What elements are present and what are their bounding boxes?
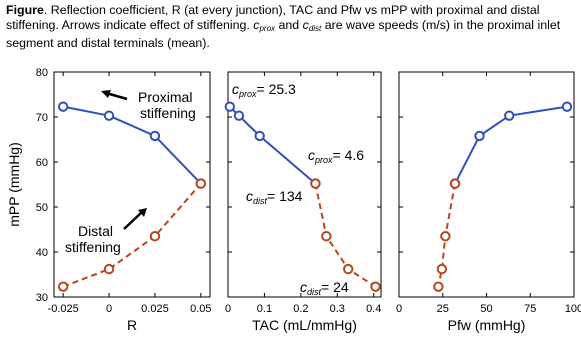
wave-speed-annotation: cprox= 4.6 xyxy=(308,147,364,165)
wave-speed-subscript: prox xyxy=(314,155,333,165)
x-axis-label: Pfw (mmHg) xyxy=(448,317,526,333)
caption-c1: c xyxy=(253,18,260,32)
proximal-point xyxy=(233,110,245,121)
proximal-point xyxy=(504,110,515,121)
x-tick-label: 75 xyxy=(524,303,536,315)
proximal-point xyxy=(57,101,69,112)
proximal-point xyxy=(561,101,573,112)
x-tick-label: 0.1 xyxy=(257,303,272,315)
figure-caption: Figure. Reflection coefficient, R (at ev… xyxy=(6,3,576,51)
proximal-stiffening-line xyxy=(454,105,568,185)
x-tick-label: 0 xyxy=(225,303,231,315)
distal-point xyxy=(149,231,161,242)
wave-speed-subscript: dist xyxy=(253,196,268,206)
wave-speed-symbol: c xyxy=(308,147,315,163)
x-tick-label: -0.025 xyxy=(48,303,79,315)
distal-point xyxy=(343,263,354,275)
proximal-point xyxy=(149,130,161,142)
x-axis-label: R xyxy=(127,317,137,333)
distal-stiffening-line xyxy=(437,183,456,287)
proximal-arrow-head xyxy=(101,90,111,98)
distal-annotation-line1: Distal xyxy=(78,223,113,239)
caption-part1: . Reflection coefficient, R (at every ju… xyxy=(6,3,540,32)
proximal-stiffening-line xyxy=(229,105,317,185)
panel-3: 0 25 50 75 100 Pfw (mmHg) xyxy=(396,71,581,333)
axes-frame xyxy=(53,71,211,298)
axes-frame xyxy=(398,71,575,298)
x-tick-label: 0.4 xyxy=(366,303,381,315)
distal-point xyxy=(195,178,207,189)
distal-stiffening-line xyxy=(62,182,202,288)
proximal-stiffening-line xyxy=(62,105,202,185)
y-tick-label: 50 xyxy=(36,202,48,214)
y-tick-label: 40 xyxy=(36,247,48,259)
caption-bold: Figure xyxy=(6,3,44,17)
distal-arrow-shaft xyxy=(123,211,143,230)
proximal-annotation-line1: Proximal xyxy=(138,89,192,105)
wave-speed-value: = 134 xyxy=(267,188,303,204)
distal-point xyxy=(449,178,461,189)
wave-speed-value: = 25.3 xyxy=(257,81,297,97)
x-tick-label: 0.05 xyxy=(190,303,211,315)
caption-and: and xyxy=(275,18,303,32)
axes-frame xyxy=(227,71,382,298)
proximal-point xyxy=(103,110,115,121)
wave-speed-annotation: cprox= 25.3 xyxy=(232,81,296,99)
distal-point xyxy=(321,231,332,242)
y-tick-label: 30 xyxy=(36,292,48,304)
x-axis-label: TAC (mL/mmHg) xyxy=(252,317,357,333)
proximal-annotation-line2: stiffening xyxy=(140,105,196,121)
x-tick-label: 50 xyxy=(480,303,492,315)
proximal-point xyxy=(224,101,236,112)
distal-point xyxy=(310,178,321,189)
caption-c2-sub: dist xyxy=(308,24,322,33)
distal-point xyxy=(103,263,115,275)
proximal-point xyxy=(474,130,485,142)
distal-point xyxy=(440,231,451,242)
wave-speed-annotation: cdist= 24 xyxy=(300,279,349,297)
y-tick-label: 70 xyxy=(36,112,48,124)
distal-stiffening-line xyxy=(314,183,377,288)
distal-point xyxy=(433,281,444,292)
wave-speed-subscript: prox xyxy=(238,89,257,99)
y-tick-label: 60 xyxy=(36,157,48,169)
caption-c2: c xyxy=(302,18,309,32)
wave-speed-value: = 24 xyxy=(321,279,349,295)
x-tick-label: 0 xyxy=(396,303,402,315)
wave-speed-symbol: c xyxy=(232,81,239,97)
distal-arrow-head xyxy=(138,208,147,217)
x-tick-label: 0.025 xyxy=(141,303,169,315)
x-tick-label: 0 xyxy=(106,303,112,315)
wave-speed-subscript: dist xyxy=(307,287,322,297)
wave-speed-value: = 4.6 xyxy=(333,147,365,163)
x-tick-label: 0.3 xyxy=(330,303,345,315)
x-tick-label: 100 xyxy=(565,303,581,315)
wave-speed-symbol: c xyxy=(246,188,253,204)
panel-1: -0.025 0 0.025 0.05 R 30 40 50 60 70 80 mPP (mmHg) P… xyxy=(6,67,212,333)
y-tick-label: 80 xyxy=(36,67,48,79)
x-tick-label: 25 xyxy=(437,303,449,315)
y-axis-label: mPP (mmHg) xyxy=(6,142,22,227)
x-tick-label: 0.2 xyxy=(293,303,308,315)
proximal-point xyxy=(254,130,265,142)
wave-speed-annotation: cdist= 134 xyxy=(246,188,303,206)
caption-c1-sub: prox xyxy=(259,24,276,33)
distal-point xyxy=(370,281,381,292)
distal-annotation-line2: stiffening xyxy=(65,239,121,255)
wave-speed-symbol: c xyxy=(300,279,307,295)
distal-point xyxy=(436,263,448,275)
caption-part2: are wave speeds (m/s) in the proximal in… xyxy=(6,18,561,50)
distal-point xyxy=(57,281,69,292)
